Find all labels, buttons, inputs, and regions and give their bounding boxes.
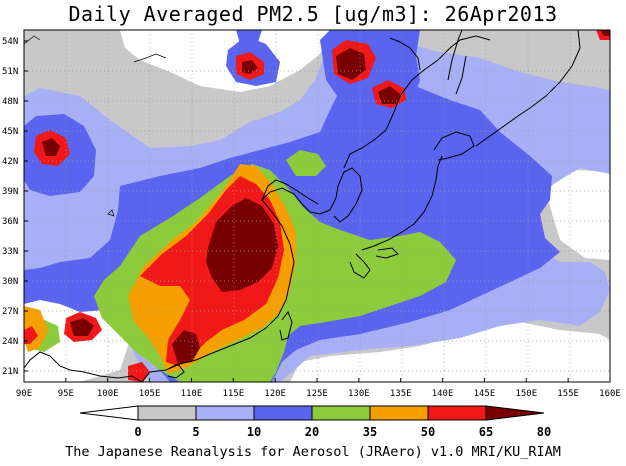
colorbar-tick-label: 35 xyxy=(363,425,377,439)
coast-okhotsk xyxy=(389,37,421,71)
coast-indochina xyxy=(24,351,143,382)
lat-label: 48N xyxy=(2,97,18,107)
latitude-labels: 54N 51N 48N 45N 42N 39N 36N 33N 30N 27N 24N 21N xyxy=(2,37,28,377)
lon-label: 90E xyxy=(16,389,32,399)
lon-label: 150E xyxy=(515,389,537,399)
colorbar-tick-label: 20 xyxy=(305,425,319,439)
white-region-east xyxy=(545,170,610,260)
lon-label: 110E xyxy=(181,389,203,399)
graticule xyxy=(24,30,610,382)
lon-label: 100E xyxy=(97,389,119,399)
lat-label: 54N xyxy=(2,37,18,47)
darkred-region xyxy=(206,198,278,292)
darkred-region-top-center xyxy=(336,48,366,80)
lon-label: 130E xyxy=(348,389,370,399)
colorbar-tick-label: 0 xyxy=(134,425,141,439)
coast-kurils xyxy=(475,107,531,147)
darkred-region-top-center-2 xyxy=(378,86,400,104)
coast-russia-far-east xyxy=(343,35,491,169)
colorbar-tick-label: 10 xyxy=(247,425,261,439)
darkred-region-north-peak xyxy=(242,60,258,74)
coast-honshu xyxy=(361,155,443,251)
lat-label: 39N xyxy=(2,187,18,197)
colorbar-tick-label: 80 xyxy=(537,425,551,439)
green-region-small xyxy=(286,150,326,176)
lon-label: 120E xyxy=(264,389,286,399)
lat-label: 51N xyxy=(2,67,18,77)
lat-label: 21N xyxy=(2,367,18,377)
darkred-region-southwest xyxy=(70,318,94,336)
colorbar-bin xyxy=(427,405,487,421)
coast-taiwan xyxy=(279,310,293,341)
colorbar-bin xyxy=(311,405,371,421)
credit-line: The Japanese Reanalysis for Aerosol (JRA… xyxy=(65,444,561,460)
lat-label: 24N xyxy=(2,337,18,347)
colorbar-bin xyxy=(79,405,139,421)
colorbar-legend: 0 5 10 20 35 50 65 80 xyxy=(79,405,551,439)
lon-label: 160E xyxy=(599,389,621,399)
lon-label: 125E xyxy=(306,389,328,399)
coast-sakhalin xyxy=(447,30,467,95)
colorbar-tick-label: 65 xyxy=(479,425,493,439)
lat-label: 36N xyxy=(2,217,18,227)
map-title: Daily Averaged PM2.5 [ug/m3]: 26Apr2013 xyxy=(68,2,558,26)
coast-kyushu xyxy=(349,253,371,279)
blue-region-north-top xyxy=(236,30,262,44)
red-region-west-small xyxy=(24,326,38,344)
lat-label: 45N xyxy=(2,127,18,137)
lat-label: 33N xyxy=(2,247,18,257)
lon-label: 135E xyxy=(390,389,412,399)
darkred-region-northwest xyxy=(42,138,60,156)
lat-label: 42N xyxy=(2,157,18,167)
colorbar-bin xyxy=(253,405,313,421)
lon-label: 95E xyxy=(58,389,74,399)
lon-label: 115E xyxy=(222,389,244,399)
lon-label: 140E xyxy=(432,389,454,399)
lat-label: 27N xyxy=(2,307,18,317)
coast-shikoku xyxy=(375,247,399,259)
lon-label: 145E xyxy=(474,389,496,399)
white-region-south xyxy=(290,322,610,382)
colorbar-bin xyxy=(137,405,197,421)
lon-label: 155E xyxy=(557,389,579,399)
coast-kamchatka xyxy=(529,30,581,109)
coast-china-east xyxy=(141,187,331,382)
coastlines xyxy=(24,30,581,382)
darkred-region-east xyxy=(600,30,610,36)
coast-bohai xyxy=(261,179,319,205)
coast-hainan xyxy=(167,363,185,379)
coast-korea xyxy=(329,167,363,223)
colorbar-bin xyxy=(485,405,545,421)
colorbar-tick-label: 5 xyxy=(192,425,199,439)
longitude-labels: 90E 95E 100E 105E 110E 115E 120E 125E 130E 135E 14… xyxy=(16,378,621,399)
lat-label: 30N xyxy=(2,277,18,287)
colorbar-bin xyxy=(195,405,255,421)
lon-label: 105E xyxy=(139,389,161,399)
darkred-region-south xyxy=(172,330,200,364)
concentration-field xyxy=(24,30,610,382)
colorbar-tick-label: 50 xyxy=(421,425,435,439)
coast-hokkaido xyxy=(433,131,475,161)
colorbar-bin xyxy=(369,405,429,421)
